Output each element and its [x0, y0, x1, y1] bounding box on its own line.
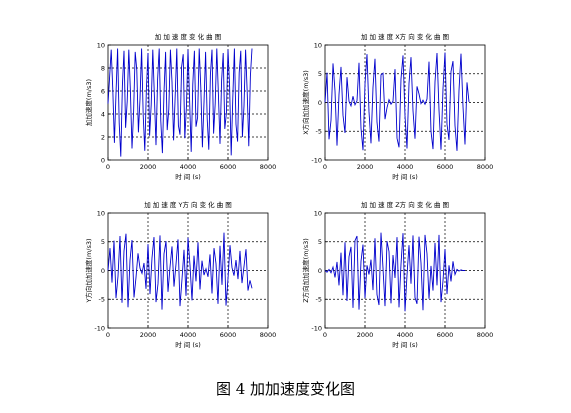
x-tick-label: 0 [106, 331, 110, 339]
y-tick-label: 10 [314, 209, 322, 217]
x-tick-label: 4000 [397, 331, 414, 339]
y-tick-label: 2 [101, 133, 105, 141]
chart-title: 加 加 速 度 X方 向 变 化 曲 图 [361, 32, 449, 41]
x-tick-label: 2000 [357, 331, 374, 339]
x-axis-label: 时 间 (s) [175, 172, 201, 181]
y-tick-label: -5 [316, 128, 322, 136]
x-tick-label: 2000 [140, 163, 157, 171]
y-tick-label: -10 [311, 324, 322, 332]
x-axis-label: 时 间 (s) [392, 172, 418, 181]
series-line-1 [107, 48, 253, 157]
x-tick-label: 6000 [220, 163, 237, 171]
x-tick-label: 4000 [180, 163, 197, 171]
x-tick-label: 0 [323, 163, 327, 171]
chart-4: 0 2000 4000 6000 8000 -10 -5 0 5 10 加 加 速 度 Z方 向 变… [301, 200, 493, 349]
x-axis-label: 时 间 (s) [175, 340, 201, 349]
x-tick-label: 8000 [260, 163, 277, 171]
y-tick-label: 5 [101, 238, 105, 246]
x-tick-label: 0 [106, 163, 110, 171]
y-tick-label: 5 [318, 238, 322, 246]
chart-title: 加 加 速 度 Y方 向 变 化 曲 图 [144, 200, 232, 209]
y-tick-label: -10 [94, 324, 105, 332]
figure-caption: 图 4 加加速度变化图 [215, 380, 356, 398]
x-tick-label: 2000 [140, 331, 157, 339]
y-tick-label: -5 [99, 296, 105, 304]
x-tick-label: 8000 [477, 163, 494, 171]
chart-title: 加 加 速 度 变 化 曲 图 [155, 32, 221, 41]
chart-1: 0 2000 4000 6000 8000 0 2 4 6 8 10 加 加 速 度 变 化 曲 图时… [84, 32, 276, 181]
chart-2: 0 2000 4000 6000 8000 -10 -5 0 5 10 加 加 速 度 X方 向 变… [301, 32, 493, 181]
y-tick-label: 10 [97, 209, 105, 217]
y-axis-label: 加加速度(m/s3) [84, 79, 93, 126]
x-tick-label: 8000 [260, 331, 277, 339]
x-tick-label: 0 [323, 331, 327, 339]
y-tick-label: 0 [318, 267, 322, 275]
y-tick-label: 10 [97, 41, 105, 49]
y-tick-label: 0 [318, 99, 322, 107]
y-tick-label: 0 [101, 156, 105, 164]
y-tick-label: 10 [314, 41, 322, 49]
x-tick-label: 6000 [437, 163, 454, 171]
x-tick-label: 6000 [220, 331, 237, 339]
y-tick-label: 6 [101, 87, 105, 95]
y-tick-label: 8 [101, 64, 105, 72]
x-axis-label: 时 间 (s) [392, 340, 418, 349]
x-tick-label: 6000 [437, 331, 454, 339]
y-axis-label: Z方向加加速度(m/s3) [301, 238, 310, 303]
y-tick-label: 0 [101, 267, 105, 275]
y-tick-label: -5 [316, 296, 322, 304]
x-tick-label: 8000 [477, 331, 494, 339]
y-axis-label: Y方向加加速度(m/s3) [84, 238, 93, 303]
x-tick-label: 4000 [397, 163, 414, 171]
series-line-1 [107, 232, 253, 310]
y-tick-label: 4 [101, 110, 105, 118]
x-tick-label: 4000 [180, 331, 197, 339]
series-line-1 [324, 232, 465, 312]
y-tick-label: -10 [311, 156, 322, 164]
chart-title: 加 加 速 度 Z方 向 变 化 曲 图 [361, 200, 449, 209]
chart-3: 0 2000 4000 6000 8000 -10 -5 0 5 10 加 加 速 度 Y方 向 变… [84, 200, 276, 349]
series-line-1 [324, 52, 470, 151]
y-axis-label: X方向加加速度(m/s3) [301, 70, 310, 135]
x-tick-label: 2000 [357, 163, 374, 171]
y-tick-label: 5 [318, 70, 322, 78]
